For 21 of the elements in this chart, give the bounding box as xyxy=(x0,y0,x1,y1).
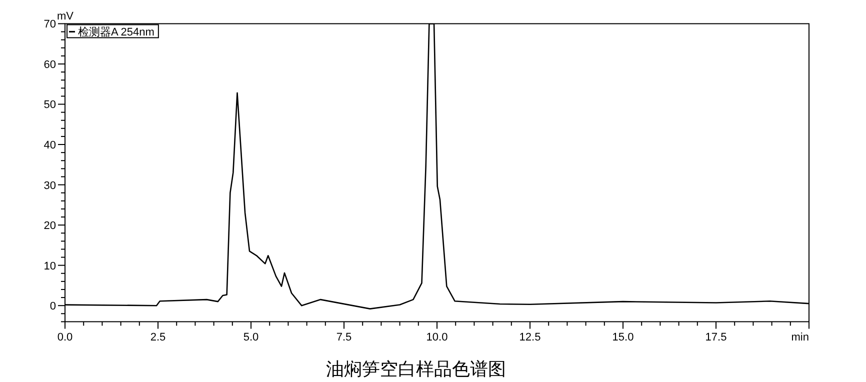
x-tick-label: 15.0 xyxy=(612,332,634,344)
y-tick-label: 0 xyxy=(50,300,56,313)
y-tick-label: 20 xyxy=(44,220,56,232)
y-tick-label: 10 xyxy=(44,260,56,272)
y-tick-label: 30 xyxy=(44,180,56,192)
x-tick-label: 2.5 xyxy=(150,332,166,344)
x-axis-title: min xyxy=(791,332,809,344)
x-tick-label: 5.0 xyxy=(243,332,259,344)
x-tick-label: 12.5 xyxy=(519,332,541,344)
y-tick-label: 60 xyxy=(44,58,56,71)
legend-label: 检测器A 254nm xyxy=(78,26,154,39)
x-tick-label: 0.0 xyxy=(57,332,73,344)
legend: 检测器A 254nm xyxy=(66,24,159,39)
y-tick-label: 40 xyxy=(44,140,56,152)
text: 油焖笋空白样品色谱图 xyxy=(326,359,506,379)
y-tick-label: 70 xyxy=(44,18,56,31)
x-tick-label: 10.0 xyxy=(426,332,448,344)
x-tick-label: 17.5 xyxy=(705,332,727,344)
x-tick-label: 7.5 xyxy=(336,332,352,344)
y-tick-label: 50 xyxy=(44,99,56,112)
y-axis-title: mV xyxy=(57,10,74,23)
